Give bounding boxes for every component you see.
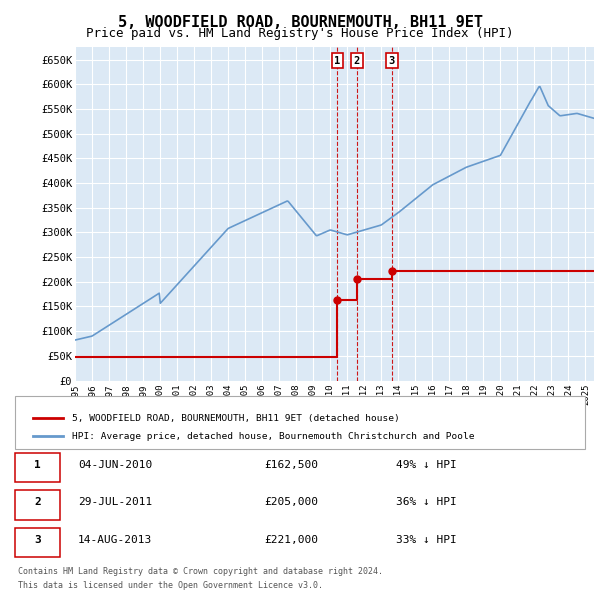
Text: £162,500: £162,500 — [264, 460, 318, 470]
Text: 33% ↓ HPI: 33% ↓ HPI — [396, 535, 457, 545]
Text: 49% ↓ HPI: 49% ↓ HPI — [396, 460, 457, 470]
Text: 3: 3 — [389, 55, 395, 65]
Text: 3: 3 — [34, 535, 41, 545]
FancyBboxPatch shape — [15, 528, 60, 558]
FancyBboxPatch shape — [15, 453, 60, 482]
Text: 5, WOODFIELD ROAD, BOURNEMOUTH, BH11 9ET: 5, WOODFIELD ROAD, BOURNEMOUTH, BH11 9ET — [118, 15, 482, 30]
Text: Price paid vs. HM Land Registry's House Price Index (HPI): Price paid vs. HM Land Registry's House … — [86, 27, 514, 40]
Text: 1: 1 — [334, 55, 341, 65]
Text: This data is licensed under the Open Government Licence v3.0.: This data is licensed under the Open Gov… — [18, 581, 323, 590]
Text: 04-JUN-2010: 04-JUN-2010 — [78, 460, 152, 470]
Text: 36% ↓ HPI: 36% ↓ HPI — [396, 497, 457, 507]
Text: £221,000: £221,000 — [264, 535, 318, 545]
Text: HPI: Average price, detached house, Bournemouth Christchurch and Poole: HPI: Average price, detached house, Bour… — [72, 432, 475, 441]
FancyBboxPatch shape — [15, 396, 585, 448]
Text: Contains HM Land Registry data © Crown copyright and database right 2024.: Contains HM Land Registry data © Crown c… — [18, 567, 383, 576]
Text: 5, WOODFIELD ROAD, BOURNEMOUTH, BH11 9ET (detached house): 5, WOODFIELD ROAD, BOURNEMOUTH, BH11 9ET… — [72, 414, 400, 422]
Text: £205,000: £205,000 — [264, 497, 318, 507]
Text: 14-AUG-2013: 14-AUG-2013 — [78, 535, 152, 545]
Text: 2: 2 — [354, 55, 360, 65]
FancyBboxPatch shape — [15, 490, 60, 520]
Text: 29-JUL-2011: 29-JUL-2011 — [78, 497, 152, 507]
Text: 2: 2 — [34, 497, 41, 507]
Text: 1: 1 — [34, 460, 41, 470]
